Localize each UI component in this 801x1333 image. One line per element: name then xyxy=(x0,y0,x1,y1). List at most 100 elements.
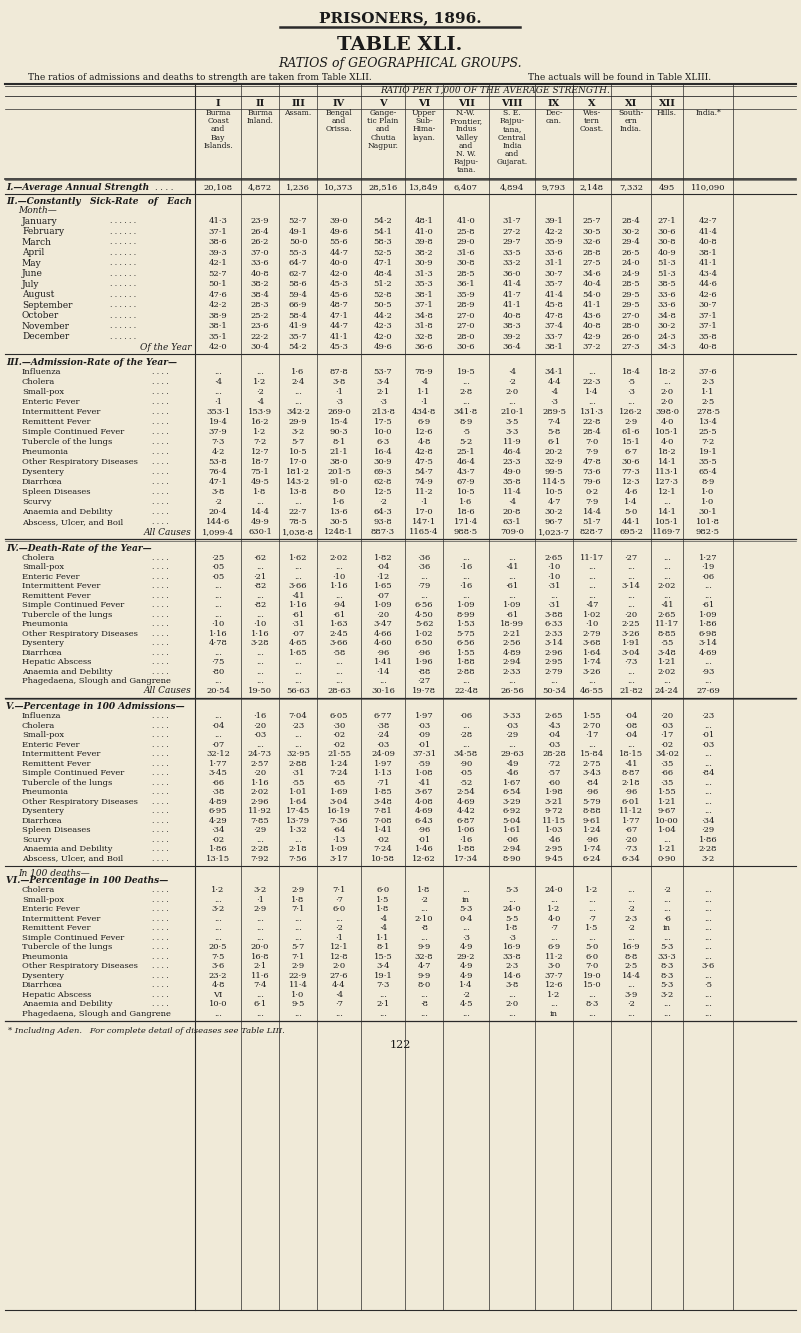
Text: 1·2: 1·2 xyxy=(253,428,267,436)
Text: 18·6: 18·6 xyxy=(457,508,475,516)
Text: ·67: ·67 xyxy=(624,826,638,834)
Text: 7·5: 7·5 xyxy=(211,953,225,961)
Text: 3·9: 3·9 xyxy=(624,990,638,998)
Text: 61·6: 61·6 xyxy=(622,428,640,436)
Text: 127·3: 127·3 xyxy=(655,479,679,487)
Text: 2·21: 2·21 xyxy=(503,629,521,637)
Text: 8·1: 8·1 xyxy=(332,439,346,447)
Text: VIII: VIII xyxy=(501,100,523,108)
Text: 25·8: 25·8 xyxy=(457,228,475,236)
Text: 38·2: 38·2 xyxy=(251,280,269,288)
Text: . . . .: . . . . xyxy=(152,408,169,416)
Text: 2·79: 2·79 xyxy=(545,668,563,676)
Text: 3·2: 3·2 xyxy=(660,990,674,998)
Text: ·1: ·1 xyxy=(214,399,222,407)
Text: ·4: ·4 xyxy=(256,399,264,407)
Text: 42·8: 42·8 xyxy=(415,448,433,456)
Text: ...: ... xyxy=(704,592,712,600)
Text: ·90: ·90 xyxy=(460,760,473,768)
Text: 30·2: 30·2 xyxy=(658,323,676,331)
Text: ·1: ·1 xyxy=(420,499,428,507)
Text: July: July xyxy=(22,280,39,289)
Text: ·3: ·3 xyxy=(508,933,516,941)
Text: 7·4: 7·4 xyxy=(547,419,561,427)
Text: 2·56: 2·56 xyxy=(503,639,521,647)
Text: 630·1: 630·1 xyxy=(248,528,272,536)
Text: ...: ... xyxy=(214,896,222,904)
Text: 1·74: 1·74 xyxy=(582,659,602,666)
Text: 6·01: 6·01 xyxy=(622,797,640,805)
Text: 171·4: 171·4 xyxy=(454,519,478,527)
Text: 213·8: 213·8 xyxy=(371,408,395,416)
Text: 47·1: 47·1 xyxy=(208,479,227,487)
Text: 19·50: 19·50 xyxy=(248,686,272,694)
Text: ·10: ·10 xyxy=(253,620,267,628)
Text: 1·55: 1·55 xyxy=(457,649,475,657)
Text: . . . .: . . . . xyxy=(152,806,169,814)
Text: ...: ... xyxy=(588,677,596,685)
Text: 1·8: 1·8 xyxy=(292,896,304,904)
Text: 122: 122 xyxy=(389,1040,411,1049)
Text: III.—Admission-Rate of the Year—: III.—Admission-Rate of the Year— xyxy=(6,357,177,367)
Text: VI: VI xyxy=(418,100,430,108)
Text: Enteric Fever: Enteric Fever xyxy=(22,741,79,749)
Text: ·06: ·06 xyxy=(460,712,473,720)
Text: N.-W.: N.-W. xyxy=(456,109,476,117)
Text: 1·96: 1·96 xyxy=(415,659,433,666)
Text: ·80: ·80 xyxy=(211,668,224,676)
Text: 9·9: 9·9 xyxy=(417,944,431,952)
Text: 7·08: 7·08 xyxy=(374,817,392,825)
Text: 30·5: 30·5 xyxy=(582,228,602,236)
Text: 42·0: 42·0 xyxy=(330,269,348,277)
Text: 54·2: 54·2 xyxy=(373,217,392,225)
Text: 2·18: 2·18 xyxy=(622,778,640,786)
Text: ...: ... xyxy=(508,990,516,998)
Text: 27·0: 27·0 xyxy=(457,323,475,331)
Text: ·1: ·1 xyxy=(335,388,343,396)
Text: 988·5: 988·5 xyxy=(454,528,478,536)
Text: . . . .: . . . . xyxy=(152,712,169,720)
Text: ·5: ·5 xyxy=(462,428,470,436)
Text: 17·45: 17·45 xyxy=(286,806,310,814)
Text: 5·2: 5·2 xyxy=(460,439,473,447)
Text: 1·09: 1·09 xyxy=(330,845,348,853)
Text: 1·8: 1·8 xyxy=(505,924,519,932)
Text: 40·8: 40·8 xyxy=(698,239,718,247)
Text: 6·87: 6·87 xyxy=(457,817,475,825)
Text: ...: ... xyxy=(294,914,302,922)
Text: 4·0: 4·0 xyxy=(547,914,561,922)
Text: II.—Constantly   Sick-Rate   of   Each: II.—Constantly Sick-Rate of Each xyxy=(6,197,192,207)
Text: ·4: ·4 xyxy=(214,379,222,387)
Text: 3·43: 3·43 xyxy=(582,769,602,777)
Text: ·88: ·88 xyxy=(417,668,431,676)
Text: 4,872: 4,872 xyxy=(248,184,272,192)
Text: 40·9: 40·9 xyxy=(658,248,676,256)
Text: Tubercle of the lungs: Tubercle of the lungs xyxy=(22,778,112,786)
Text: 2·79: 2·79 xyxy=(582,629,602,637)
Text: 11·17: 11·17 xyxy=(580,553,604,561)
Text: 3·17: 3·17 xyxy=(330,854,348,862)
Text: 3·8: 3·8 xyxy=(211,488,225,496)
Text: ·10: ·10 xyxy=(547,563,561,571)
Text: ·08: ·08 xyxy=(624,721,638,729)
Text: ·29: ·29 xyxy=(702,826,714,834)
Text: 1·4: 1·4 xyxy=(459,981,473,989)
Text: ...: ... xyxy=(663,933,671,941)
Text: 7·85: 7·85 xyxy=(251,817,269,825)
Text: 31·7: 31·7 xyxy=(502,217,521,225)
Text: ·38: ·38 xyxy=(376,721,390,729)
Text: 39·8: 39·8 xyxy=(415,239,433,247)
Text: 1·64: 1·64 xyxy=(582,649,602,657)
Text: 13·6: 13·6 xyxy=(330,508,348,516)
Text: ·2: ·2 xyxy=(420,896,428,904)
Text: 434·8: 434·8 xyxy=(412,408,437,416)
Text: ·2: ·2 xyxy=(256,388,264,396)
Text: 1·0: 1·0 xyxy=(702,488,714,496)
Text: ...: ... xyxy=(588,399,596,407)
Text: ·20: ·20 xyxy=(253,769,267,777)
Text: ·82: ·82 xyxy=(253,583,267,591)
Text: 66·9: 66·9 xyxy=(288,301,308,309)
Text: 14·4: 14·4 xyxy=(251,508,269,516)
Text: Intermittent Fever: Intermittent Fever xyxy=(22,583,100,591)
Text: . . . .: . . . . xyxy=(152,845,169,853)
